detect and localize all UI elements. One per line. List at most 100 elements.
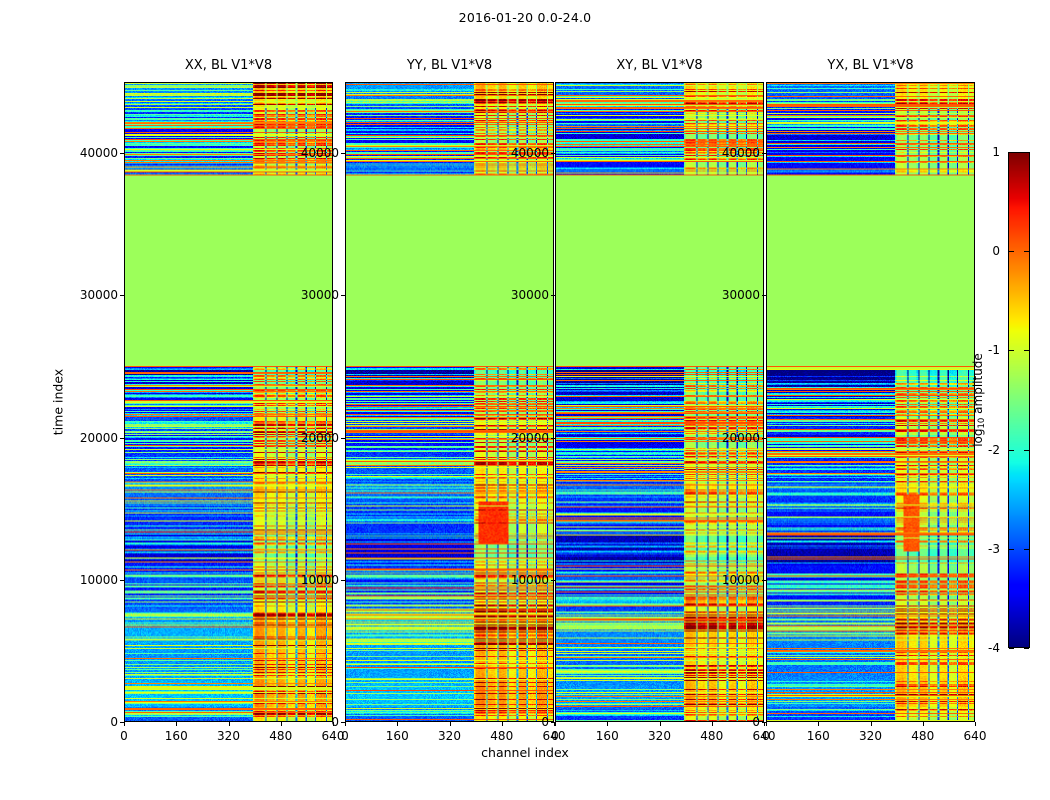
y-tick-label: 10000 xyxy=(721,572,760,587)
colorbar-tick-label: 1 xyxy=(992,145,1000,159)
y-tick-mark xyxy=(120,437,124,439)
y-tick-label: 20000 xyxy=(300,430,339,445)
y-tick-mark xyxy=(762,295,766,297)
colorbar-tick-mark xyxy=(1024,350,1029,352)
y-tick-mark xyxy=(341,153,345,155)
x-tick-label: 640 xyxy=(963,729,987,743)
colorbar-tick-label: -3 xyxy=(988,541,1000,556)
panel-plot-area-yx[interactable] xyxy=(766,82,975,722)
x-axis-label: channel index xyxy=(481,745,569,760)
x-tick-label: 320 xyxy=(438,729,461,743)
x-tick-label: 640 xyxy=(321,729,345,743)
panel-yx[interactable]: YX, BL V1*V8 0 10000 20000 30000 40000 0 160 3… xyxy=(722,58,987,743)
y-tick-label: 0 xyxy=(331,715,339,729)
colorbar-tick-mark xyxy=(1024,251,1029,253)
y-tick-mark xyxy=(341,295,345,297)
panel-xx[interactable]: XX, BL V1*V8 0 10000 20000 30000 40000 0 160 3… xyxy=(80,58,345,743)
colorbar-tick-label: 0 xyxy=(992,244,1000,259)
y-tick-mark xyxy=(551,153,555,155)
colorbar-label-prefix: log xyxy=(971,428,985,447)
x-tick-label: 320 xyxy=(859,729,882,743)
y-tick-label: 0 xyxy=(752,715,760,729)
x-tick-mark xyxy=(922,722,924,726)
y-tick-label: 0 xyxy=(110,715,118,729)
y-tick-label: 0 xyxy=(541,715,549,729)
y-tick-label: 10000 xyxy=(300,572,339,587)
x-tick-label: 0 xyxy=(120,729,128,743)
panel-plot-area-xx[interactable] xyxy=(124,82,333,722)
x-tick-label: 320 xyxy=(217,729,240,743)
x-tick-mark xyxy=(555,722,556,726)
panel-xy[interactable]: XY, BL V1*V8 0 10000 20000 30000 40000 0 160 3… xyxy=(511,58,776,743)
panel-title-xy: XY, BL V1*V8 xyxy=(616,58,703,73)
y-tick-mark xyxy=(120,295,124,297)
y-tick-label: 30000 xyxy=(510,288,549,303)
x-tick-mark xyxy=(870,722,872,726)
x-tick-mark xyxy=(554,722,555,726)
x-tick-mark xyxy=(124,722,125,726)
y-tick-label: 20000 xyxy=(79,430,118,445)
x-tick-mark xyxy=(607,722,609,726)
y-tick-mark xyxy=(762,722,766,723)
colorbar[interactable] xyxy=(1008,152,1030,648)
y-tick-mark xyxy=(762,153,766,155)
x-tick-label: 160 xyxy=(385,729,409,743)
y-tick-label: 30000 xyxy=(300,288,339,303)
colorbar-tick-mark xyxy=(1024,152,1029,153)
colorbar-tick-mark xyxy=(1009,251,1014,253)
y-tick-label: 30000 xyxy=(721,288,760,303)
x-tick-mark xyxy=(975,722,976,726)
x-tick-label: 480 xyxy=(700,729,724,743)
colorbar-label-sub: 10 xyxy=(977,417,987,429)
x-tick-mark xyxy=(345,722,346,726)
y-axis-label: time index xyxy=(50,368,66,436)
x-tick-label: 480 xyxy=(490,729,514,743)
x-tick-mark xyxy=(766,722,767,726)
colorbar-tick-mark xyxy=(1009,548,1014,550)
y-tick-mark xyxy=(551,579,555,581)
x-tick-label: 160 xyxy=(595,729,619,743)
panel-plot-area-yy[interactable] xyxy=(345,82,554,722)
colorbar-tick-mark xyxy=(1024,449,1029,451)
colorbar-tick-label: -4 xyxy=(988,641,1000,655)
y-tick-label: 10000 xyxy=(79,572,118,587)
x-tick-label: 160 xyxy=(806,729,830,743)
x-tick-mark xyxy=(501,722,503,726)
x-tick-label: 0 xyxy=(762,729,770,743)
y-tick-mark xyxy=(341,722,345,723)
figure-suptitle: 2016-01-20 0.0-24.0 xyxy=(458,10,592,25)
x-tick-mark xyxy=(228,722,230,726)
colorbar-tick-mark xyxy=(1024,648,1029,649)
y-tick-mark xyxy=(341,579,345,581)
colorbar-label-main: amplitude xyxy=(971,353,985,414)
y-tick-label: 20000 xyxy=(721,430,760,445)
colorbar-tick-mark xyxy=(1024,548,1029,550)
y-tick-mark xyxy=(762,437,766,439)
colorbar-label: log10 amplitude xyxy=(971,353,987,447)
y-tick-mark xyxy=(120,153,124,155)
colorbar-tick-mark xyxy=(1009,350,1014,352)
x-tick-label: 0 xyxy=(341,729,349,743)
y-tick-mark xyxy=(762,579,766,581)
y-tick-label: 30000 xyxy=(79,288,118,303)
x-tick-label: 320 xyxy=(648,729,671,743)
x-tick-label: 0 xyxy=(551,729,559,743)
y-tick-mark xyxy=(551,437,555,439)
y-tick-label: 10000 xyxy=(510,572,549,587)
x-tick-mark xyxy=(659,722,661,726)
y-tick-mark xyxy=(341,437,345,439)
x-tick-label: 640 xyxy=(542,729,566,743)
panel-title-yx: YX, BL V1*V8 xyxy=(827,58,914,73)
y-tick-mark xyxy=(551,722,555,723)
y-tick-label: 40000 xyxy=(300,146,339,161)
x-tick-mark xyxy=(397,722,399,726)
panel-yy[interactable]: YY, BL V1*V8 0 10000 20000 30000 40000 0 160 3… xyxy=(301,58,566,743)
x-tick-label: 480 xyxy=(269,729,293,743)
y-tick-label: 40000 xyxy=(721,146,760,161)
colorbar-tick-label: -1 xyxy=(988,343,1000,358)
x-tick-mark xyxy=(176,722,178,726)
y-tick-label: 40000 xyxy=(79,146,118,161)
panel-title-xx: XX, BL V1*V8 xyxy=(184,58,273,73)
panel-plot-area-xy[interactable] xyxy=(555,82,764,722)
colorbar-tick-mark xyxy=(1009,648,1014,649)
